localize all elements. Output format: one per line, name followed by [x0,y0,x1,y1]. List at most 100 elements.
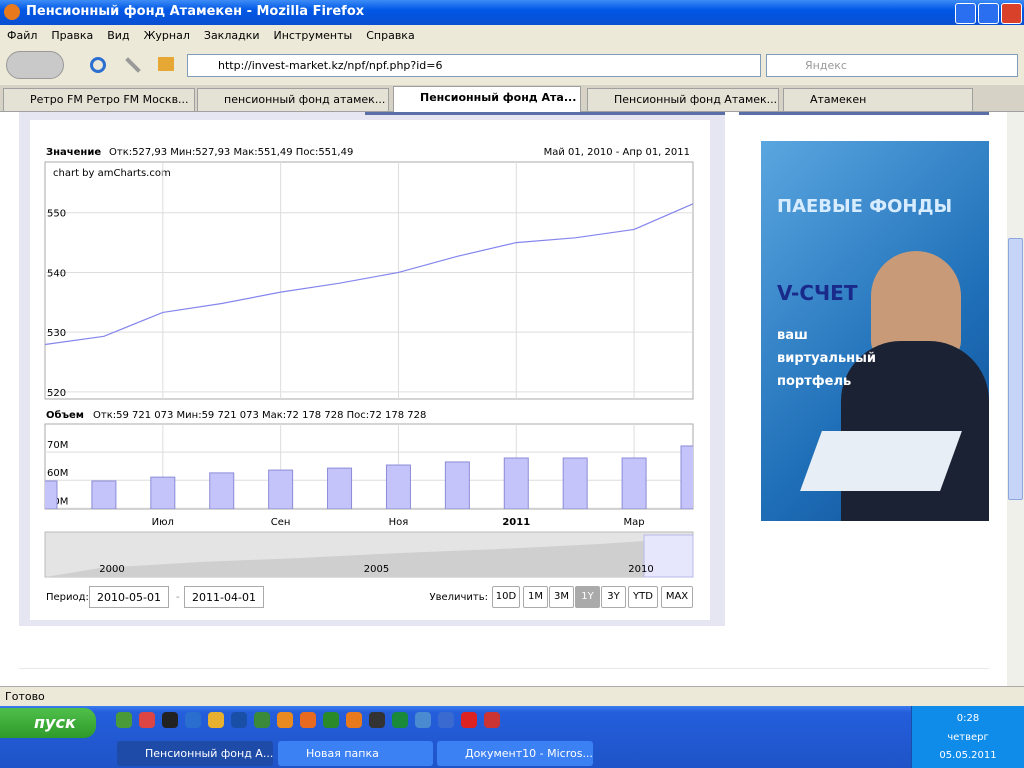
address-bar[interactable]: http://invest-market.kz/npf/npf.php?id=6 [187,54,761,77]
tab[interactable]: Пенсионный фонд Атамек... [587,88,779,111]
price-label: Значение [46,147,101,158]
clock-date: 05.05.2011 [939,750,997,761]
ad-heading: ПАЕВЫЕ ФОНДЫ [777,196,953,217]
volume-bar [503,457,529,509]
tab[interactable]: Пенсионный фонд Ата... [393,86,581,112]
date-range: Май 01, 2010 - Апр 01, 2011 [544,147,690,158]
price-stats: Отк:527,93 Мин:527,93 Мак:551,49 Пос:551… [109,147,353,158]
menu-item[interactable]: Правка [51,29,94,42]
zoom-button[interactable]: 1Y [575,586,600,608]
volume-bars [45,445,693,509]
x-tick-label: Ноя [389,517,409,528]
menu-item[interactable]: Инструменты [273,29,353,42]
zoom-button[interactable]: 1M [523,586,548,608]
task-button[interactable]: Документ10 - Micros... [437,741,593,766]
quick-launch-icon[interactable] [254,712,270,728]
ad-line: ваш [777,328,808,343]
quick-launch-icon[interactable] [116,712,132,728]
period-from[interactable]: 2010-05-01 [89,586,169,608]
clock-day: четверг [947,732,989,743]
quick-launch-icon[interactable] [323,712,339,728]
menu-item[interactable]: Файл [7,29,38,42]
footer-strip [19,668,989,686]
price-line [44,203,694,346]
clock-time: 0:28 [956,713,980,724]
close[interactable] [1001,3,1022,24]
navigator-selection [643,534,694,578]
task-button[interactable]: Пенсионный фонд А... [117,741,273,766]
quick-launch-icon[interactable] [484,712,500,728]
volume-bar [91,480,117,509]
restore[interactable] [978,3,999,24]
y-tick-label: 530 [47,328,66,339]
quick-launch-icon[interactable] [392,712,408,728]
quick-launch-icon[interactable] [277,712,293,728]
y-tick-label: 520 [47,388,66,399]
ad-banner[interactable]: ПАЕВЫЕ ФОНДЫ V-СЧЕТ ваш виртуальный портфе… [761,141,989,521]
volume-bar [562,457,588,509]
stop[interactable] [125,57,141,73]
quick-launch-icon[interactable] [231,712,247,728]
zoom-button[interactable]: YTD [628,586,658,608]
status-text: Готово [5,690,45,703]
volume-label: Объем [46,409,84,421]
back-forward[interactable] [6,51,64,79]
minimize[interactable] [955,3,976,24]
tray: 0:28 четверг 05.05.2011 [911,706,1024,768]
tab[interactable]: пенсионный фонд атамек... [197,88,389,111]
menu-item[interactable]: Вид [107,29,130,42]
x-tick-label: Мар [624,517,645,528]
status-bar: Готово [0,686,1024,706]
x-tick-label: Июл [152,517,174,528]
quick-launch-icon[interactable] [139,712,155,728]
start-button[interactable]: пуск [0,708,96,738]
ad-laptop [800,431,962,491]
menu-item[interactable]: Справка [366,29,415,42]
period-to[interactable]: 2011-04-01 [184,586,264,608]
volume-bar [327,467,353,509]
quick-launch-icon[interactable] [208,712,224,728]
x-tick-label: Сен [271,517,291,528]
search-box[interactable]: Яндекс [766,54,1018,77]
zoom-label: Увеличить: [429,592,488,603]
start-label: пуск [34,713,76,732]
title-bar: Пенсионный фонд Атамекен - Mozilla Firef… [0,0,1024,25]
ad-product: V-СЧЕТ [777,281,858,305]
tab[interactable]: Атамекен [783,88,973,111]
menu-bar: Файл Правка Вид Журнал Закладки Инструменты Сп… [0,25,1024,47]
zoom-button[interactable]: 3Y [601,586,626,608]
search-placeholder: Яндекс [805,59,847,72]
volume-bar [385,464,411,509]
quick-launch-icon[interactable] [438,712,454,728]
period-dash: - [176,592,180,603]
scroll-thumb[interactable] [1008,238,1023,500]
quick-launch-icon[interactable] [346,712,362,728]
reload[interactable] [90,57,106,73]
quick-launch-icon[interactable] [369,712,385,728]
volume-bar [680,445,693,509]
scrollbar[interactable] [1007,112,1024,686]
volume-stats: Отк:59 721 073 Мин:59 721 073 Мак:72 178… [93,410,426,421]
quick-launch-icon[interactable] [461,712,477,728]
ad-line: виртуальный [777,351,877,366]
quick-launch-icon[interactable] [300,712,316,728]
menu-item[interactable]: Закладки [203,29,260,42]
quick-launch-icon[interactable] [415,712,431,728]
zoom-button[interactable]: 10D [492,586,520,608]
volume-bar [268,469,294,509]
zoom-button[interactable]: MAX [661,586,693,608]
home[interactable] [158,57,174,71]
quick-launch-icon[interactable] [162,712,178,728]
ad-lines: ваш виртуальный портфель [777,324,876,393]
volume-bar [150,476,176,509]
volume-bar [444,461,470,509]
tab[interactable]: Ретро FM Ретро FM Москв... [3,88,195,111]
app-icon [4,4,20,20]
menu-item[interactable]: Журнал [143,29,190,42]
navigator-area [45,541,644,577]
task-button[interactable]: Новая папка [278,741,433,766]
quick-launch-icon[interactable] [185,712,201,728]
zoom-button[interactable]: 3M [549,586,574,608]
stock-chart: Значение Отк:527,93 Мин:527,93 Мак:551,49… [44,147,694,603]
